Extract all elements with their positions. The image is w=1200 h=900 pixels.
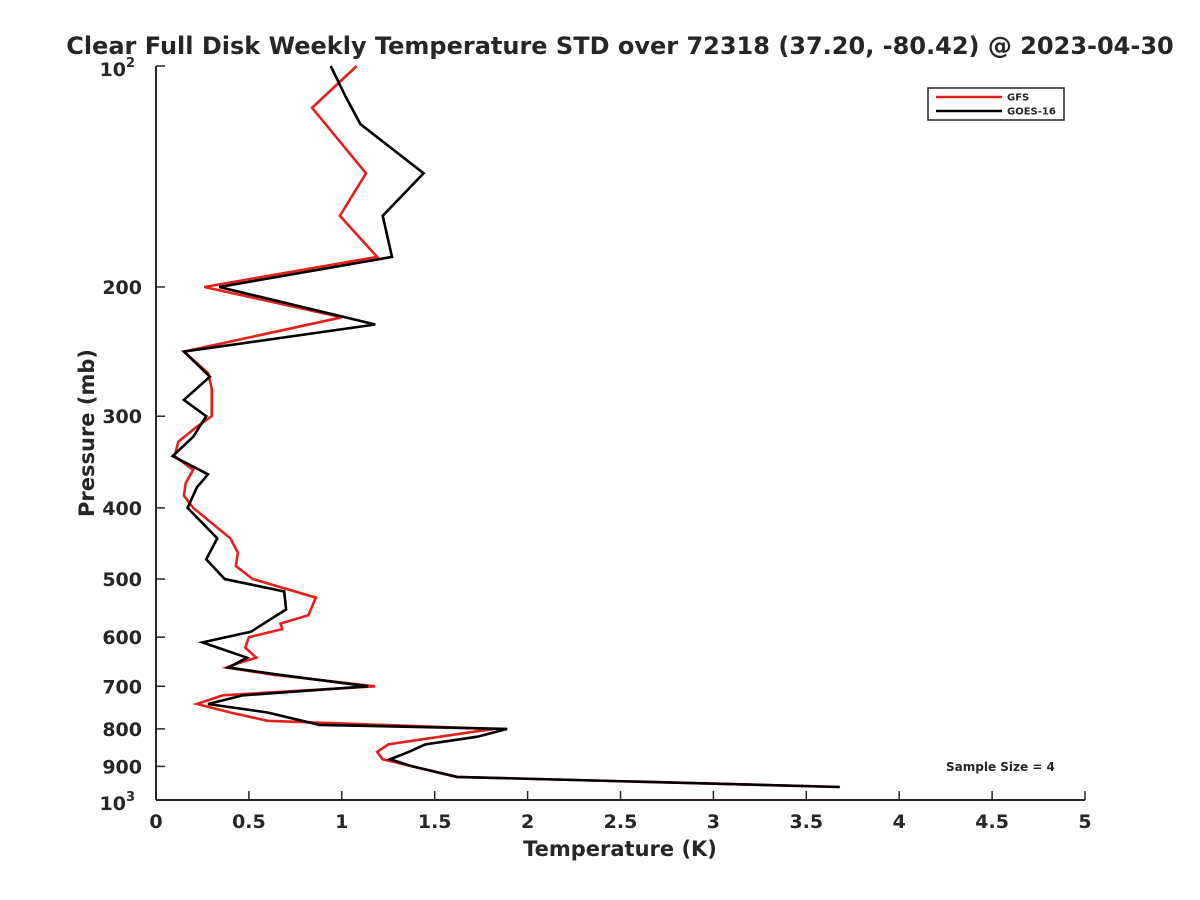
x-tick-label: 0 bbox=[149, 811, 162, 833]
sample-size-annotation: Sample Size = 4 bbox=[946, 760, 1055, 774]
legend-label: GOES-16 bbox=[1007, 107, 1056, 118]
series-line-goes-16 bbox=[170, 65, 840, 789]
y-tick-label-top: 10 bbox=[100, 59, 126, 81]
x-tick-label: 2 bbox=[521, 811, 534, 833]
x-tick-label: 0.5 bbox=[232, 811, 266, 833]
x-tick-label: 1 bbox=[335, 811, 348, 833]
legend: GFS GOES-16 bbox=[927, 87, 1065, 121]
y-tick-label: 900 bbox=[102, 756, 142, 778]
y-tick-label: 500 bbox=[102, 569, 142, 591]
y-axis-label: Pressure (mb) bbox=[75, 349, 99, 517]
y-tick-label: 300 bbox=[102, 406, 142, 428]
series-line-gfs bbox=[173, 65, 840, 789]
y-tick-label: 800 bbox=[102, 719, 142, 741]
y-tick-label: 600 bbox=[102, 627, 142, 649]
x-tick-label: 3 bbox=[707, 811, 720, 833]
x-tick-label: 4 bbox=[893, 811, 906, 833]
y-tick-label: 400 bbox=[102, 498, 142, 520]
axes: 0 0.5 1 1.5 2 2.5 3 3.5 4 4.5 5 200 300 400 500 600 700 8… bbox=[100, 56, 1092, 833]
x-axis-label: Temperature (K) bbox=[523, 837, 717, 861]
x-tick-label: 1.5 bbox=[418, 811, 452, 833]
x-tick-label: 2.5 bbox=[604, 811, 638, 833]
y-tick-exponent-top: 2 bbox=[126, 56, 135, 71]
y-tick-exponent-bottom: 3 bbox=[126, 790, 135, 805]
x-tick-label: 3.5 bbox=[789, 811, 823, 833]
y-tick-label: 700 bbox=[102, 676, 142, 698]
legend-box bbox=[927, 87, 1065, 121]
chart-title: Clear Full Disk Weekly Temperature STD o… bbox=[66, 32, 1174, 60]
y-tick-label: 200 bbox=[102, 277, 142, 299]
y-tick-label-bottom: 10 bbox=[100, 793, 126, 815]
series-layer bbox=[170, 65, 840, 789]
legend-label: GFS bbox=[1007, 93, 1029, 104]
x-tick-label: 4.5 bbox=[975, 811, 1009, 833]
x-tick-label: 5 bbox=[1078, 811, 1091, 833]
